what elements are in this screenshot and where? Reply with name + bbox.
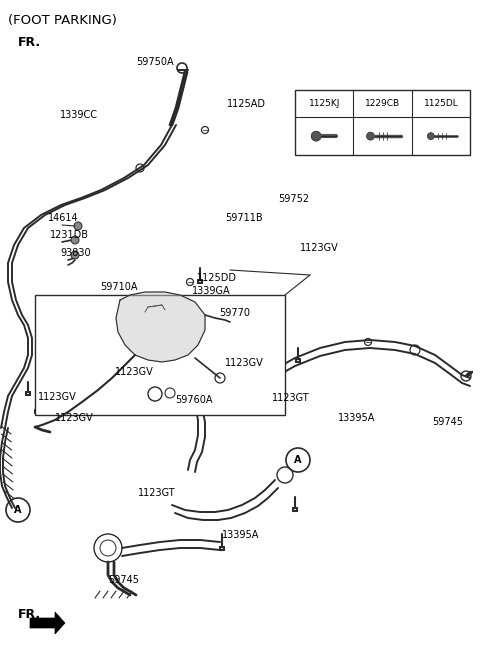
Text: 13395A: 13395A (338, 413, 375, 423)
Text: 1123GV: 1123GV (225, 358, 264, 368)
Text: 59710A: 59710A (100, 282, 137, 292)
Text: 1231DB: 1231DB (50, 230, 89, 240)
Text: (FOOT PARKING): (FOOT PARKING) (8, 14, 117, 27)
Circle shape (311, 131, 321, 141)
Text: 59745: 59745 (108, 575, 139, 585)
Text: 1339GA: 1339GA (192, 286, 230, 296)
Text: A: A (294, 455, 302, 465)
Text: 1125DL: 1125DL (423, 99, 458, 108)
Bar (295, 90, 470, 155)
Text: 59745: 59745 (432, 417, 463, 427)
Polygon shape (116, 292, 205, 362)
Text: FR.: FR. (18, 35, 41, 48)
Polygon shape (30, 612, 65, 634)
Circle shape (367, 132, 374, 140)
Text: 1123GV: 1123GV (55, 413, 94, 423)
Circle shape (427, 133, 434, 140)
Bar (35, 295, 285, 415)
Text: 59760A: 59760A (175, 395, 213, 405)
Text: A: A (14, 505, 22, 515)
Circle shape (74, 222, 82, 230)
Text: 1125DD: 1125DD (197, 273, 237, 283)
Text: 14614: 14614 (48, 213, 79, 223)
Text: 93830: 93830 (60, 248, 91, 258)
Text: 1125KJ: 1125KJ (309, 99, 340, 108)
Text: 13395A: 13395A (222, 530, 259, 540)
Circle shape (71, 236, 79, 244)
Text: 1123GT: 1123GT (272, 393, 310, 403)
Text: 1123GV: 1123GV (38, 392, 77, 402)
Text: FR.: FR. (18, 609, 41, 622)
Text: 1339CC: 1339CC (60, 110, 98, 120)
Text: 1123GT: 1123GT (138, 488, 176, 498)
Text: 1123GV: 1123GV (300, 243, 339, 253)
Text: 59750A: 59750A (136, 57, 174, 67)
Text: 1123GV: 1123GV (115, 367, 154, 377)
Text: 1125AD: 1125AD (227, 99, 266, 109)
Text: 1229CB: 1229CB (365, 99, 400, 108)
Text: 59752: 59752 (278, 194, 309, 204)
Text: 59770: 59770 (219, 308, 251, 318)
Circle shape (71, 251, 79, 259)
Text: 59711B: 59711B (225, 213, 263, 223)
